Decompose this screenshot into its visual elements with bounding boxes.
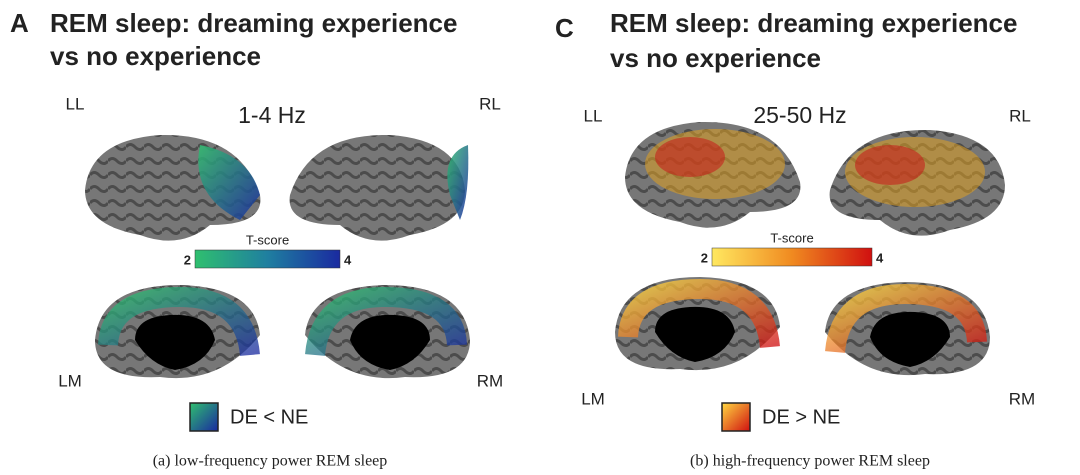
caption: (a) low-frequency power REM sleep: [153, 453, 388, 470]
legend-text: DE > NE: [762, 406, 840, 428]
legend-swatch: [189, 402, 219, 432]
view-label: LM: [58, 371, 82, 390]
colorbar: [194, 249, 341, 269]
view-label: RM: [477, 371, 503, 390]
view-label: RM: [1009, 389, 1035, 408]
colorbar-tick: 2: [701, 250, 708, 265]
legend-text: DE < NE: [230, 406, 308, 428]
panel-title: vs no experience: [610, 43, 821, 73]
colorbar-tick: 4: [876, 250, 884, 265]
colorbar: [711, 247, 873, 267]
band-label: 1-4 Hz: [238, 102, 306, 128]
panel-title: REM sleep: dreaming experience: [50, 8, 457, 38]
activation: [447, 145, 469, 220]
activation: [98, 286, 260, 357]
legend-swatch: [721, 402, 751, 432]
view-label: LL: [584, 106, 603, 125]
activation: [198, 145, 260, 220]
band-label: 25-50 Hz: [753, 102, 846, 128]
corpus-callosum: [655, 306, 735, 362]
view-label: LM: [581, 389, 605, 408]
colorbar-tick: 2: [184, 252, 191, 267]
colorbar-tick: 4: [344, 252, 352, 267]
colorbar-label: T-score: [770, 230, 813, 245]
activation: [825, 283, 987, 354]
corpus-callosum: [135, 314, 215, 370]
panel-letter: A: [10, 8, 29, 38]
view-label: RL: [1009, 106, 1031, 125]
caption: (b) high-frequency power REM sleep: [690, 453, 930, 470]
view-label: RL: [479, 94, 501, 113]
brain-lateral: [289, 134, 465, 241]
colorbar-label: T-score: [246, 232, 289, 247]
view-label: LL: [66, 94, 85, 113]
activation: [305, 286, 467, 357]
panel-title: vs no experience: [50, 41, 261, 71]
corpus-callosum: [350, 314, 430, 370]
activation: [855, 145, 925, 185]
panel-title: REM sleep: dreaming experience: [610, 8, 1017, 38]
activation: [618, 278, 780, 349]
activation: [655, 137, 725, 177]
panel-letter: C: [555, 13, 574, 43]
corpus-callosum: [870, 311, 950, 367]
